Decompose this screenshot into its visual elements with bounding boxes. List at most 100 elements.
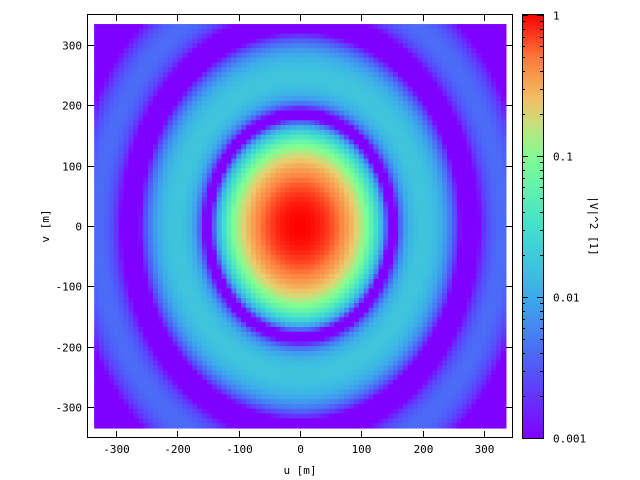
heatmap-cell xyxy=(270,125,277,131)
heatmap-cell xyxy=(226,226,232,232)
heatmap-cell xyxy=(221,317,228,323)
heatmap-cell xyxy=(349,274,355,280)
heatmap-cell xyxy=(339,158,345,165)
heatmap-cell xyxy=(162,216,169,222)
heatmap-cell xyxy=(152,38,159,44)
heatmap-cell xyxy=(280,360,286,367)
heatmap-cell xyxy=(290,274,296,280)
heatmap-cell xyxy=(246,177,252,184)
heatmap-cell xyxy=(94,254,100,261)
heatmap-cell xyxy=(241,187,247,193)
heatmap-cell xyxy=(285,250,291,256)
heatmap-cell xyxy=(103,86,110,92)
heatmap-cell xyxy=(192,298,198,304)
heatmap-cell xyxy=(118,52,125,59)
heatmap-cell xyxy=(373,221,380,227)
heatmap-cell xyxy=(148,144,154,150)
heatmap-cell xyxy=(231,81,237,88)
heatmap-cell xyxy=(324,226,331,232)
heatmap-cell xyxy=(182,168,188,174)
heatmap-cell xyxy=(182,211,188,217)
heatmap-cell xyxy=(363,254,370,261)
heatmap-cell xyxy=(118,403,125,410)
heatmap-cell xyxy=(309,360,316,367)
heatmap-cell xyxy=(260,57,267,64)
heatmap-cell xyxy=(319,163,326,169)
heatmap-cell xyxy=(324,201,331,208)
heatmap-cell xyxy=(108,48,115,54)
heatmap-cell xyxy=(113,134,120,141)
heatmap-cell xyxy=(231,221,237,227)
heatmap-cell xyxy=(373,67,380,73)
heatmap-cell xyxy=(221,91,228,97)
heatmap-cell xyxy=(152,274,159,280)
heatmap-cell xyxy=(300,221,306,227)
heatmap-cell xyxy=(260,418,267,424)
heatmap-cell xyxy=(177,351,183,357)
heatmap-cell xyxy=(152,375,159,381)
heatmap-cell xyxy=(157,96,164,102)
heatmap-cell xyxy=(216,365,223,371)
heatmap-cell xyxy=(344,235,350,242)
heatmap-cell xyxy=(133,163,139,169)
heatmap-cell xyxy=(226,43,232,49)
heatmap-cell xyxy=(177,264,183,270)
heatmap-cell xyxy=(260,283,267,290)
heatmap-cell xyxy=(118,86,125,92)
heatmap-cell xyxy=(275,370,281,376)
heatmap-cell xyxy=(300,48,306,54)
heatmap-cell xyxy=(221,250,228,256)
heatmap-cell xyxy=(304,129,311,136)
heatmap-cell xyxy=(295,379,301,386)
heatmap-cell xyxy=(353,423,360,429)
heatmap-cell xyxy=(226,274,232,280)
heatmap-cell xyxy=(177,33,183,40)
heatmap-cell xyxy=(128,331,134,338)
heatmap-cell xyxy=(290,105,296,112)
heatmap-cell xyxy=(99,105,105,112)
heatmap-cell xyxy=(206,168,213,174)
heatmap-cell xyxy=(172,259,179,266)
heatmap-cell xyxy=(285,168,291,174)
heatmap-cell xyxy=(314,43,321,49)
heatmap-cell xyxy=(314,370,321,376)
heatmap-cell xyxy=(113,298,120,304)
heatmap-cell xyxy=(113,331,120,338)
heatmap-cell xyxy=(113,346,120,352)
heatmap-cell xyxy=(187,216,193,222)
heatmap-cell xyxy=(270,278,277,285)
heatmap-cell xyxy=(314,197,321,203)
heatmap-cell xyxy=(353,226,360,232)
heatmap-cell xyxy=(108,254,115,261)
heatmap-cell xyxy=(123,187,130,193)
heatmap-cell xyxy=(182,134,188,141)
heatmap-cell xyxy=(118,197,125,203)
heatmap-cell xyxy=(319,293,326,299)
heatmap-cell xyxy=(167,206,174,213)
heatmap-cell xyxy=(221,163,228,169)
heatmap-cell xyxy=(309,245,316,251)
heatmap-cell xyxy=(172,293,179,299)
heatmap-cell xyxy=(358,418,365,424)
heatmap-cell xyxy=(304,163,311,169)
heatmap-cell xyxy=(206,336,213,343)
heatmap-cell xyxy=(201,399,208,405)
heatmap-cell xyxy=(138,298,144,304)
heatmap-cell xyxy=(270,24,277,30)
heatmap-cell xyxy=(216,408,223,415)
heatmap-cell xyxy=(363,293,370,299)
heatmap-cell xyxy=(211,153,218,160)
heatmap-cell xyxy=(103,134,110,141)
heatmap-cell xyxy=(368,259,375,266)
heatmap-cell xyxy=(221,182,228,189)
heatmap-cell xyxy=(103,173,110,179)
heatmap-cell xyxy=(211,274,218,280)
heatmap-cell xyxy=(187,375,193,381)
heatmap-cell xyxy=(300,216,306,222)
heatmap-cell xyxy=(172,312,179,318)
heatmap-cell xyxy=(197,48,203,54)
heatmap-cell xyxy=(138,341,144,347)
heatmap-cell xyxy=(118,418,125,424)
heatmap-cell xyxy=(255,43,262,49)
heatmap-cell xyxy=(334,331,340,338)
